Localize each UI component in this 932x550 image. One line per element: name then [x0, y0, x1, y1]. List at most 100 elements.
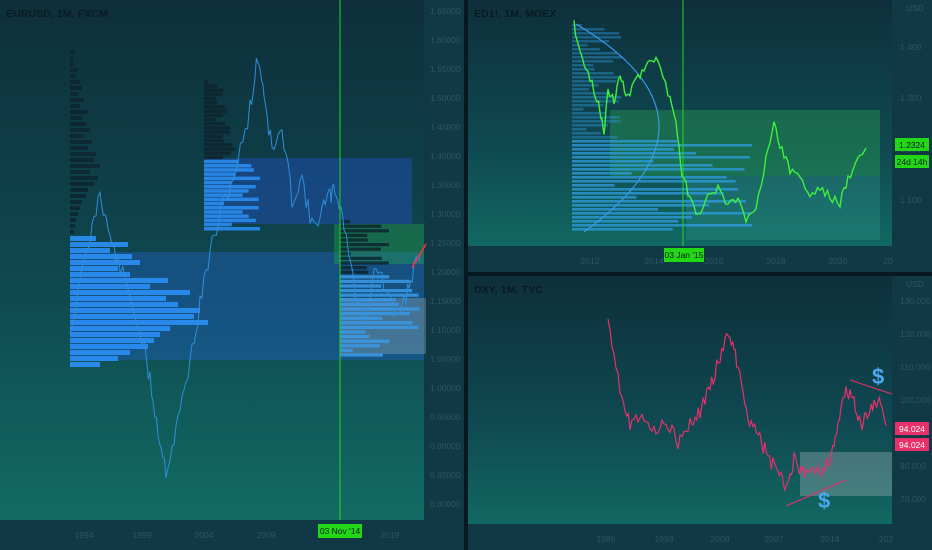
y-tick-label: 130.000 [900, 296, 931, 306]
volume-bar [204, 143, 233, 147]
red-trend-segment [411, 243, 427, 269]
volume-bar [340, 321, 413, 325]
volume-bar [70, 350, 130, 355]
volume-bar [204, 210, 243, 214]
ed1-price-text: 1.2324 [899, 140, 925, 150]
volume-bar [340, 325, 419, 329]
volume-bar [340, 344, 380, 348]
y-tick-label: 1.65000 [430, 6, 461, 16]
x-tick-label: 2019 [381, 530, 400, 540]
x-tick-label: 2009 [257, 530, 276, 540]
volume-bar [70, 116, 82, 120]
volume-bar [572, 132, 601, 135]
y-tick-label: 120.000 [900, 329, 931, 339]
volume-bar [572, 32, 620, 35]
volume-bar [572, 136, 618, 139]
volume-bar [572, 220, 679, 223]
volume-bar [572, 48, 600, 51]
eurusd-chart[interactable]: 1.65000 1.60000 1.55000 1.50000 1.45000 1.400… [0, 0, 464, 550]
volume-bar [70, 248, 110, 253]
volume-bar [572, 160, 654, 163]
volume-bar [70, 92, 78, 96]
x-tick-label: 1994 [75, 530, 94, 540]
volume-bar [340, 247, 381, 251]
volume-bar [204, 159, 240, 164]
y-tick-label: 80.000 [900, 461, 926, 471]
volume-bar [70, 188, 88, 192]
x-tick-label: 2018 [767, 256, 786, 266]
volume-bar [70, 326, 170, 331]
dxy-currency-label: USD [906, 279, 924, 289]
volume-bar [204, 218, 256, 223]
volume-bar [340, 353, 383, 357]
x-tick-label: 2000 [711, 534, 730, 544]
volume-bar [340, 312, 410, 316]
volume-bar [204, 206, 259, 210]
volume-bar [340, 256, 382, 260]
volume-bar [204, 117, 216, 122]
volume-bar [572, 84, 599, 87]
volume-bar [70, 212, 78, 216]
volume-bar [572, 100, 619, 103]
volume-bar [70, 338, 154, 343]
volume-bar [572, 44, 588, 47]
volume-bar [70, 272, 130, 277]
volume-bar [572, 172, 632, 175]
volume-bar [70, 74, 76, 78]
dxy-badge-2 [895, 438, 929, 451]
dxy-badge-2-text: 94.024 [899, 440, 925, 450]
volume-bar [572, 104, 604, 107]
x-tick-label: 1986 [597, 534, 616, 544]
ed1-parabola-curve [575, 23, 660, 233]
volume-bar [70, 170, 90, 174]
volume-bar [572, 120, 621, 123]
volume-bar [204, 214, 249, 218]
volume-bar [70, 320, 208, 325]
eurusd-panel[interactable]: 1.65000 1.60000 1.55000 1.50000 1.45000 1.400… [0, 0, 464, 550]
volume-bar [70, 236, 96, 241]
volume-bar [204, 130, 230, 134]
volume-bar [572, 108, 584, 111]
y-tick-label: 0.80000 [430, 499, 461, 509]
volume-bar [70, 344, 148, 349]
volume-bar [204, 180, 232, 185]
volume-bar [70, 164, 100, 168]
ed1-date-marker-badge [664, 248, 704, 262]
y-tick-label: 100.000 [900, 395, 931, 405]
volume-bar [572, 52, 617, 55]
volume-bar [572, 28, 605, 31]
volume-bar [70, 242, 128, 247]
volume-bar [204, 80, 208, 84]
volume-bar [70, 140, 92, 144]
dxy-price-line [607, 318, 887, 491]
volume-bar [340, 224, 382, 228]
volume-bar [70, 62, 74, 66]
volume-bar [340, 275, 390, 279]
volume-bar [70, 50, 75, 54]
volume-bar [572, 152, 696, 155]
dxy-chart[interactable]: 130.000120.000110.000100.00090.00080.000… [468, 276, 932, 550]
volume-bar [572, 140, 678, 143]
volume-bar [70, 104, 80, 108]
ed1-time-badge [895, 155, 929, 168]
volume-bar [572, 60, 613, 63]
dxy-panel[interactable]: 130.000120.000110.000100.00090.00080.000… [468, 276, 932, 550]
x-tick-label: 1993 [655, 534, 674, 544]
x-tick-label: 2016 [705, 256, 724, 266]
y-tick-label: 0.95000 [430, 412, 461, 422]
volume-bar [340, 335, 370, 339]
volume-bar [340, 293, 419, 297]
eurusd-title: EURUSD, 1M, FXCM [6, 8, 108, 20]
panel-divider-horizontal [468, 272, 932, 276]
volume-bar [70, 224, 75, 228]
zone-gray-dxy [800, 452, 892, 496]
volume-bar [204, 88, 224, 92]
volume-bar [70, 266, 118, 271]
volume-bar [204, 113, 224, 118]
x-tick-label: 2014 [821, 534, 840, 544]
y-tick-label: 1.60000 [430, 35, 461, 45]
volume-bar [204, 134, 223, 139]
x-tick-label: 202 [879, 534, 893, 544]
